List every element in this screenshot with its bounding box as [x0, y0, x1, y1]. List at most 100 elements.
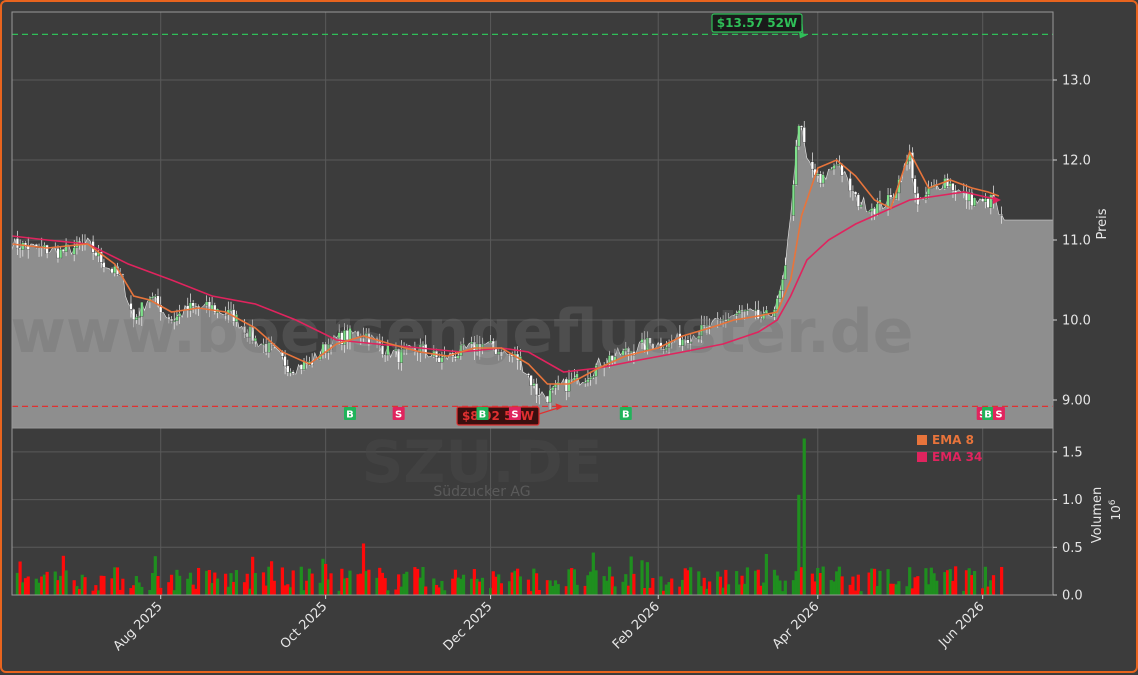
volume-bar — [529, 591, 533, 595]
volume-bar — [553, 580, 558, 595]
volume-tick-label: 0.5 — [1062, 541, 1083, 556]
signal-label: S — [395, 410, 402, 421]
candle-body — [575, 373, 579, 378]
volume-bar — [548, 580, 552, 595]
volume-bar — [737, 584, 741, 595]
volume-bar — [242, 582, 247, 595]
volume-bar — [383, 578, 387, 595]
volume-bar — [251, 556, 255, 595]
volume-bar — [667, 582, 671, 595]
volume-bar — [510, 572, 514, 595]
volume-bar — [967, 568, 971, 595]
volume-bar — [981, 588, 985, 595]
volume-bar — [80, 574, 84, 595]
volume-bar — [935, 580, 939, 595]
candle-body — [383, 354, 387, 356]
candle-body — [762, 313, 766, 320]
volume-bar — [264, 585, 268, 595]
price-tick-label: 11.0 — [1062, 234, 1091, 249]
volume-bar — [234, 570, 239, 595]
candle-body — [564, 378, 568, 392]
volume-bar — [245, 573, 249, 595]
candle-body — [462, 343, 466, 346]
candle-body — [21, 242, 25, 250]
volume-bar — [45, 571, 49, 595]
candle-body — [253, 337, 257, 342]
low-52w-label: $8.92 52W — [462, 409, 534, 423]
candle-body — [399, 349, 403, 363]
volume-bar — [480, 577, 485, 595]
volume-bar — [989, 580, 993, 595]
price-tick-label: 9.00 — [1062, 394, 1091, 409]
candle-body — [151, 296, 155, 299]
volume-bar — [910, 588, 914, 595]
volume-bar — [572, 569, 577, 595]
volume-bar — [99, 575, 103, 595]
signal-label: B — [622, 410, 630, 421]
candle-body — [94, 252, 98, 257]
volume-bar — [664, 584, 668, 595]
candle-body — [170, 318, 173, 322]
candle-body — [854, 191, 858, 195]
volume-bar — [229, 573, 233, 595]
volume-bar — [175, 569, 179, 595]
volume-bar — [778, 580, 782, 595]
signal-label: B — [479, 410, 487, 421]
volume-bar — [659, 576, 663, 595]
candle-body — [1000, 214, 1004, 216]
candle-body — [829, 168, 833, 171]
candle-body — [102, 262, 106, 268]
candle-body — [686, 339, 690, 344]
volume-bar — [854, 590, 858, 595]
volume-bar — [470, 578, 474, 595]
volume-bar — [772, 569, 777, 595]
volume-bar — [302, 590, 306, 595]
volume-bar — [307, 568, 312, 595]
volume-bar — [794, 571, 798, 595]
x-tick-labels: Aug 2025 Oct 2025 Dec 2025 Feb 2026 Apr 2026… — [111, 595, 988, 654]
volume-bar — [602, 576, 606, 595]
volume-bar — [397, 574, 401, 595]
volume-bar — [870, 568, 874, 595]
candle-body — [986, 198, 990, 208]
candle-body — [889, 194, 893, 198]
volume-bar — [889, 583, 893, 595]
volume-bar — [927, 584, 931, 595]
volume-bar — [605, 580, 609, 595]
volume-bar — [340, 568, 344, 595]
volume-bar — [983, 566, 988, 595]
candle-body — [794, 145, 798, 185]
candle-body — [627, 347, 630, 353]
volume-bar — [64, 570, 68, 595]
candle-body — [267, 342, 271, 353]
volume-bar — [564, 586, 568, 595]
candle-body — [191, 302, 195, 307]
candle-body — [129, 303, 133, 310]
watermark-url: www.boersengefluester.de — [11, 297, 914, 367]
legend: EMA 8 EMA 34 — [917, 433, 982, 464]
sell-signal-marker — [392, 407, 405, 420]
volume-bar — [759, 585, 763, 595]
volume-bar — [413, 567, 417, 595]
volume-bar — [518, 576, 522, 595]
volume-bar — [461, 574, 466, 595]
candle-body — [224, 314, 228, 316]
volume-bar — [894, 584, 898, 595]
candle-body — [286, 365, 290, 373]
volume-bar — [640, 560, 644, 595]
volume-bar — [56, 580, 60, 595]
volume-bar — [261, 572, 266, 595]
ema-8-line — [11, 149, 1000, 385]
volume-bar — [683, 568, 687, 595]
candle-body — [380, 345, 384, 355]
volume-bar — [629, 556, 633, 595]
volume-bar — [699, 586, 704, 595]
volume-bar — [972, 571, 977, 595]
volume-bar — [791, 580, 796, 595]
volume-bar — [478, 581, 482, 595]
volume-bar — [159, 587, 163, 595]
candle-body — [532, 383, 536, 386]
volume-bar — [213, 572, 217, 595]
candle-body — [356, 330, 360, 337]
candle-body — [621, 350, 625, 356]
